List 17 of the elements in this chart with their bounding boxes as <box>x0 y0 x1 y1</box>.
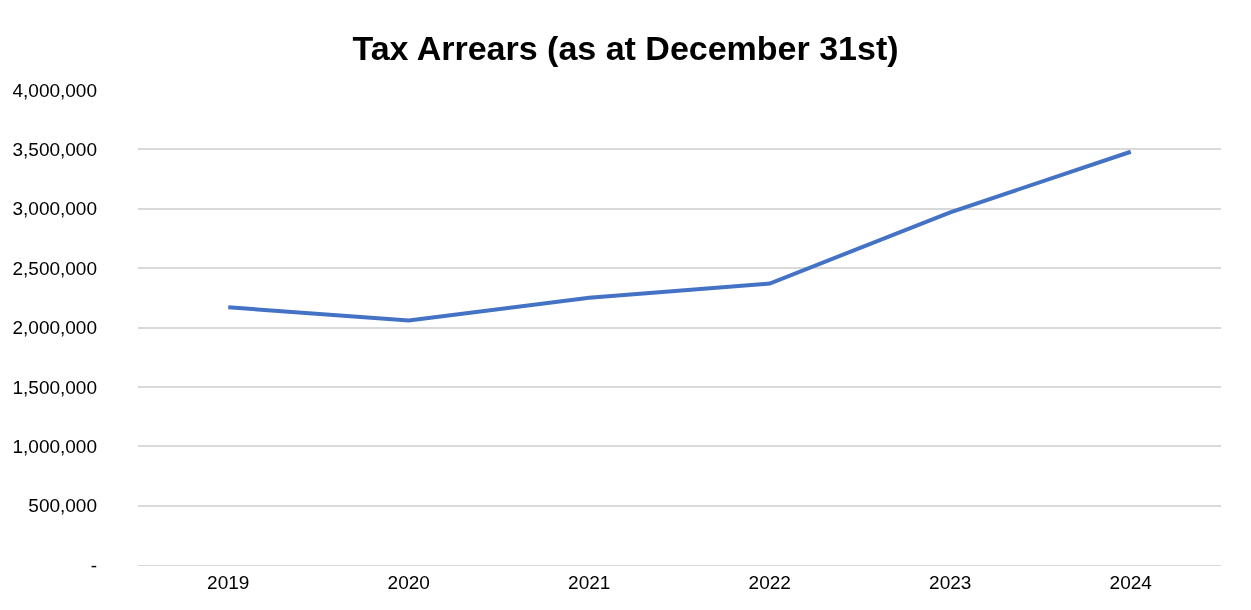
x-tick-label: 2024 <box>1109 571 1153 593</box>
y-tick-label: 1,000,000 <box>12 435 97 457</box>
x-tick-label: 2020 <box>387 571 430 593</box>
y-tick-label: 4,000,000 <box>12 79 97 101</box>
y-tick-label: 3,000,000 <box>12 198 97 220</box>
line-series <box>226 149 1133 323</box>
y-tick-label: 1,500,000 <box>12 376 97 398</box>
x-tick-label: 2022 <box>748 571 791 593</box>
x-tick-label: 2021 <box>568 571 611 593</box>
y-tick-label: 500,000 <box>28 495 97 517</box>
y-tick-label: - <box>90 554 97 576</box>
x-tick-label: 2023 <box>929 571 972 593</box>
y-tick-label: 2,000,000 <box>12 317 97 339</box>
chart-title: Tax Arrears (as at December 31st) <box>352 29 899 68</box>
x-tick-label: 2019 <box>207 571 250 593</box>
y-tick-label: 2,500,000 <box>12 257 97 279</box>
y-tick-label: 3,500,000 <box>12 139 97 161</box>
